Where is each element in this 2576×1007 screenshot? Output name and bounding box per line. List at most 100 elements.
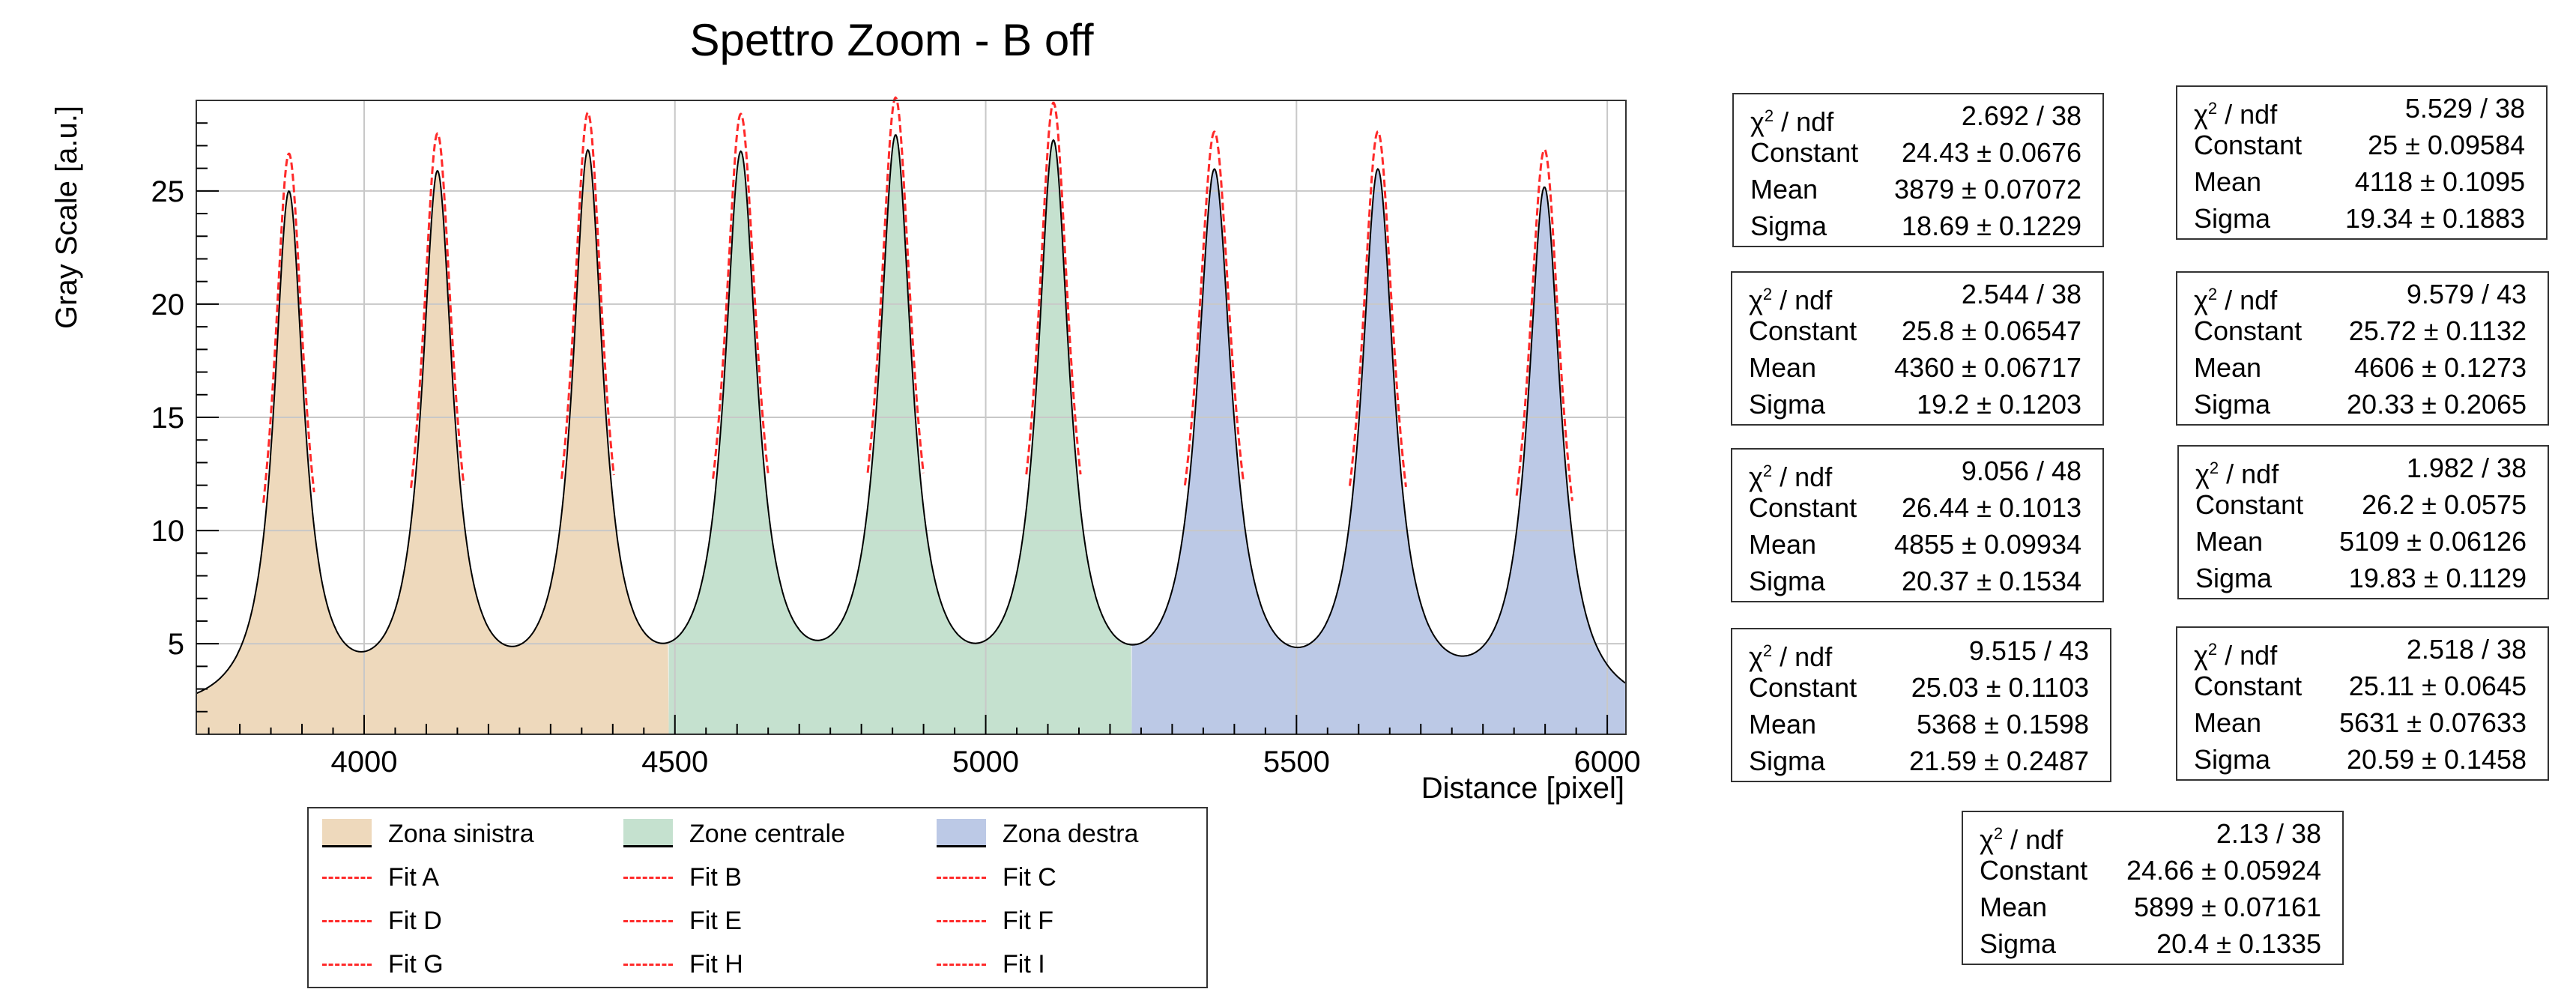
stat-value: 9.056 / 48	[1961, 456, 2081, 486]
stat-label: Sigma	[1750, 211, 1827, 241]
stat-row-constant: Constant 26.44 ± 0.1013	[1732, 489, 2102, 527]
legend-swatch	[937, 819, 986, 847]
legend-swatch	[322, 819, 372, 847]
stat-row-chi2: χ2 / ndf 9.056 / 48	[1732, 453, 2102, 492]
stat-label: Sigma	[1749, 566, 1826, 596]
stat-row-mean: Mean 5899 ± 0.07161	[1963, 889, 2342, 926]
legend-label: Fit I	[1003, 950, 1045, 979]
fit-curve-fit-b	[410, 132, 465, 489]
stat-value: 2.544 / 38	[1961, 279, 2081, 309]
stat-row-constant: Constant 25 ± 0.09584	[2177, 127, 2546, 164]
stat-row-sigma: Sigma 20.4 ± 0.1335	[1963, 925, 2342, 963]
legend-swatch	[623, 819, 673, 847]
stat-value: 5899 ± 0.07161	[2134, 892, 2321, 922]
stat-value: 2.692 / 38	[1961, 100, 2081, 131]
stat-value: 2.13 / 38	[2216, 818, 2321, 849]
stat-value: 25.72 ± 0.1132	[2348, 315, 2527, 346]
data-series-line	[196, 134, 1626, 695]
stat-label: Mean	[1749, 529, 1817, 560]
stat-label: Mean	[2194, 352, 2262, 383]
stat-label: Constant	[2194, 315, 2303, 346]
stat-label: Sigma	[2194, 389, 2271, 420]
x-axis-label: Distance [pixel]	[1421, 772, 1624, 805]
stat-box-fit-c: χ2 / ndf 2.544 / 38 Constant 25.8 ± 0.06547…	[1731, 271, 2104, 426]
stat-value: 3879 ± 0.07072	[1894, 174, 2081, 205]
stat-value: 5631 ± 0.07633	[2339, 707, 2527, 738]
stat-value: 19.34 ± 0.1883	[2345, 203, 2525, 234]
x-tick-label: 4000	[330, 746, 397, 778]
stat-row-chi2: χ2 / ndf 2.692 / 38	[1734, 97, 2102, 137]
stat-row-mean: Mean 5631 ± 0.07633	[2177, 704, 2548, 742]
stat-box-fit-i: χ2 / ndf 2.13 / 38 Constant 24.66 ± 0.05924…	[1962, 811, 2344, 965]
chart-title: Spettro Zoom - B off	[689, 15, 1093, 65]
y-axis-label: Gray Scale [a.u.]	[50, 106, 83, 329]
fit-curve-fit-a	[262, 152, 315, 503]
stat-value: 25.03 ± 0.1103	[1911, 672, 2089, 703]
stat-row-mean: Mean 4855 ± 0.09934	[1732, 526, 2102, 563]
stat-label: χ2 / ndf	[1749, 462, 1833, 492]
stat-value: 4360 ± 0.06717	[1894, 352, 2081, 383]
stat-value: 19.2 ± 0.1203	[1917, 389, 2081, 420]
zone-area-1	[668, 135, 1132, 734]
stat-value: 1.982 / 38	[2406, 453, 2527, 483]
stat-label: χ2 / ndf	[1749, 641, 1833, 672]
stat-row-constant: Constant 25.03 ± 0.1103	[1732, 669, 2110, 707]
stat-label: χ2 / ndf	[2194, 640, 2278, 671]
legend-fit-line	[322, 920, 372, 922]
legend-fit-line	[623, 920, 673, 922]
stat-value: 4606 ± 0.1273	[2354, 352, 2527, 383]
stat-label: Sigma	[2194, 203, 2271, 234]
stat-label: χ2 / ndf	[1750, 106, 1834, 137]
stat-row-chi2: χ2 / ndf 2.518 / 38	[2177, 631, 2548, 671]
stat-row-sigma: Sigma 21.59 ± 0.2487	[1732, 743, 2110, 780]
stat-box-fit-b: χ2 / ndf 5.529 / 38 Constant 25 ± 0.09584 Me…	[2176, 85, 2548, 240]
stat-value: 19.83 ± 0.1129	[2348, 563, 2527, 593]
stat-value: 5109 ± 0.06126	[2339, 526, 2527, 557]
stat-box-fit-a: χ2 / ndf 2.692 / 38 Constant 24.43 ± 0.0676…	[1732, 93, 2104, 247]
stat-label: Mean	[2194, 707, 2262, 738]
stat-label: Constant	[2194, 671, 2303, 701]
x-tick-label: 6000	[1574, 746, 1641, 778]
stat-value: 25 ± 0.09584	[2368, 130, 2525, 160]
stat-label: χ2 / ndf	[2194, 99, 2278, 130]
legend-label: Zona sinistra	[388, 820, 534, 848]
stat-box-fit-g: χ2 / ndf 9.515 / 43 Constant 25.03 ± 0.1103…	[1731, 628, 2111, 782]
stat-label: χ2 / ndf	[1980, 824, 2063, 855]
stat-value: 20.37 ± 0.1534	[1902, 566, 2081, 596]
stat-box-fit-h: χ2 / ndf 2.518 / 38 Constant 25.11 ± 0.0645…	[2176, 626, 2549, 781]
y-tick-label: 15	[151, 402, 185, 435]
stat-row-sigma: Sigma 20.33 ± 0.2065	[2177, 386, 2548, 423]
stat-value: 26.2 ± 0.0575	[2362, 489, 2527, 520]
legend-fit-line	[623, 877, 673, 879]
legend-fit-line	[937, 964, 986, 966]
stat-label: Constant	[1749, 315, 1857, 346]
stat-label: Mean	[1750, 174, 1818, 205]
stat-value: 24.43 ± 0.0676	[1902, 137, 2081, 168]
legend: Zona sinistra Zone centrale Zona destra …	[307, 807, 1208, 988]
stat-row-chi2: χ2 / ndf 5.529 / 38	[2177, 90, 2546, 130]
stat-row-constant: Constant 24.43 ± 0.0676	[1734, 134, 2102, 172]
stat-row-chi2: χ2 / ndf 9.579 / 43	[2177, 276, 2548, 315]
stat-label: Constant	[1980, 855, 2088, 886]
stat-value: 9.579 / 43	[2406, 279, 2527, 309]
legend-fit-line	[937, 877, 986, 879]
stat-label: Constant	[1749, 672, 1857, 703]
stat-value: 20.59 ± 0.1458	[2347, 744, 2527, 775]
stat-value: 24.66 ± 0.05924	[2126, 855, 2321, 886]
y-tick-label: 5	[168, 628, 184, 661]
stat-label: χ2 / ndf	[2195, 459, 2279, 489]
stat-value: 4855 ± 0.09934	[1894, 529, 2081, 560]
legend-label: Fit A	[388, 863, 440, 892]
stat-row-sigma: Sigma 19.83 ± 0.1129	[2179, 560, 2548, 597]
stat-value: 9.515 / 43	[1968, 635, 2089, 666]
stat-value: 18.69 ± 0.1229	[1902, 211, 2081, 241]
stat-label: Mean	[2194, 166, 2262, 197]
legend-fit-line	[937, 920, 986, 922]
legend-label: Fit D	[388, 907, 442, 935]
fit-curve-fit-h	[1348, 130, 1407, 488]
x-tick-label: 4500	[641, 746, 708, 778]
stat-row-mean: Mean 3879 ± 0.07072	[1734, 171, 2102, 208]
stat-value: 5.529 / 38	[2404, 93, 2525, 124]
legend-label: Fit E	[689, 907, 742, 935]
